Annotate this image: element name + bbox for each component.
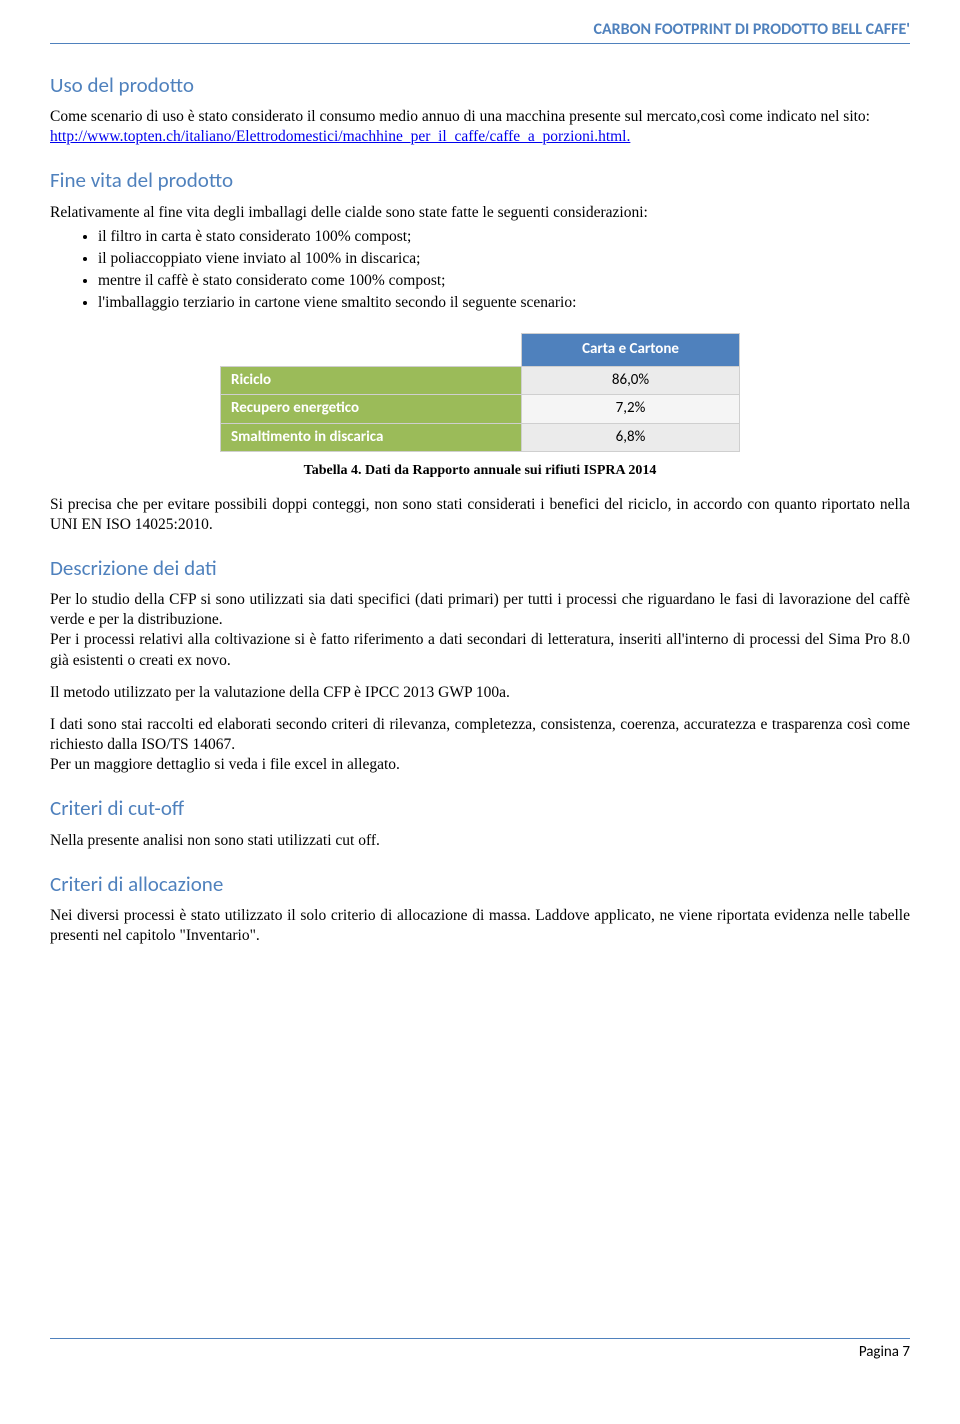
list-item: il filtro in carta è stato considerato 1… (98, 227, 910, 247)
page-footer: Pagina 7 (50, 1338, 910, 1363)
paragraph: Nei diversi processi è stato utilizzato … (50, 906, 910, 946)
table-caption: Tabella 4. Dati da Rapporto annuale sui … (50, 462, 910, 480)
paragraph: Si precisa che per evitare possibili dop… (50, 495, 910, 535)
page-header: CARBON FOOTPRINT DI PRODOTTO BELL CAFFE' (50, 20, 910, 44)
external-link[interactable]: http://www.topten.ch/italiano/Elettrodom… (50, 128, 630, 145)
bullet-list: il filtro in carta è stato considerato 1… (50, 227, 910, 314)
paragraph: I dati sono stai raccolti ed elaborati s… (50, 715, 910, 755)
heading-cutoff: Criteri di cut-off (50, 795, 910, 822)
heading-allocazione: Criteri di allocazione (50, 871, 910, 898)
table-cell: 6,8% (522, 423, 740, 452)
body-text: Come scenario di uso è stato considerato… (50, 108, 870, 125)
paragraph: Per un maggiore dettaglio si veda i file… (50, 755, 910, 775)
table-row-label: Recupero energetico (221, 395, 522, 424)
disposal-table: Carta e Cartone Riciclo 86,0% Recupero e… (220, 333, 740, 452)
list-item: il poliaccoppiato viene inviato al 100% … (98, 249, 910, 269)
table-row-label: Riciclo (221, 366, 522, 395)
paragraph: Il metodo utilizzato per la valutazione … (50, 683, 910, 703)
paragraph: Relativamente al fine vita degli imballa… (50, 203, 910, 223)
heading-fine-vita: Fine vita del prodotto (50, 167, 910, 194)
page-number: Pagina 7 (859, 1343, 910, 1361)
list-item: mentre il caffè è stato considerato come… (98, 271, 910, 291)
paragraph: Come scenario di uso è stato considerato… (50, 107, 910, 147)
heading-descrizione-dati: Descrizione dei dati (50, 555, 910, 582)
table-header-empty (221, 334, 522, 367)
table-cell: 7,2% (522, 395, 740, 424)
paragraph: Nella presente analisi non sono stati ut… (50, 831, 910, 851)
list-item: l'imballaggio terziario in cartone viene… (98, 293, 910, 313)
paragraph: Per i processi relativi alla coltivazion… (50, 630, 910, 670)
paragraph: Per lo studio della CFP si sono utilizza… (50, 590, 910, 630)
table-cell: 86,0% (522, 366, 740, 395)
heading-uso-del-prodotto: Uso del prodotto (50, 72, 910, 99)
table-header: Carta e Cartone (522, 334, 740, 367)
table-row-label: Smaltimento in discarica (221, 423, 522, 452)
